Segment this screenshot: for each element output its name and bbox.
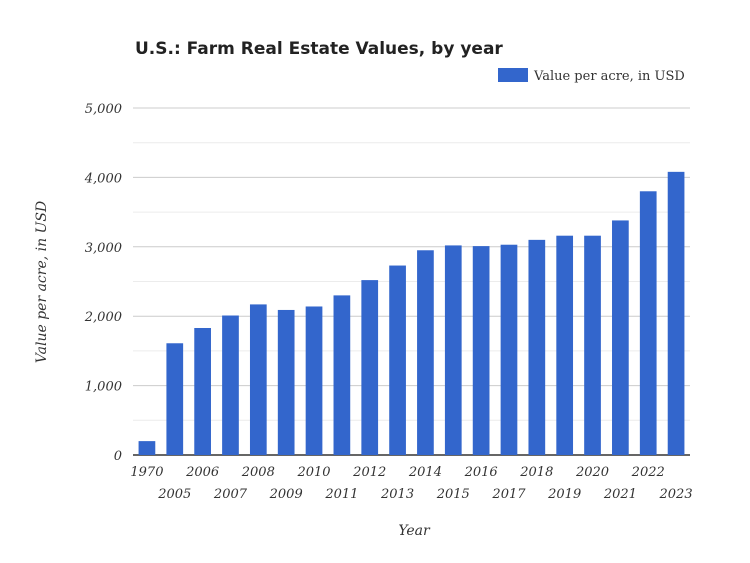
bar-1970[interactable]: [138, 441, 156, 455]
x-tick-label: 2013: [380, 487, 414, 502]
bar-2012[interactable]: [361, 280, 379, 455]
x-tick-label: 2010: [296, 465, 330, 480]
x-tick-label: 2022: [631, 465, 665, 480]
x-tick-label: 2005: [157, 487, 191, 502]
y-tick-label: 1,000: [85, 380, 122, 395]
bar-2017[interactable]: [500, 244, 518, 455]
x-tick-label: 2015: [436, 487, 470, 502]
x-axis-label: Year: [398, 523, 431, 539]
x-tick-label: 2006: [185, 465, 219, 480]
bar-2008[interactable]: [249, 304, 267, 455]
bar-2020[interactable]: [584, 235, 601, 455]
y-tick-label: 2,000: [84, 310, 122, 325]
x-tick-label: 2011: [324, 487, 358, 502]
bar-2010[interactable]: [305, 306, 323, 455]
bar-2023[interactable]: [667, 171, 685, 455]
x-tick-label: 2014: [408, 465, 442, 480]
bar-2022[interactable]: [639, 191, 657, 455]
x-tick-label: 2008: [241, 465, 275, 480]
legend-swatch: [498, 68, 528, 82]
x-tick-label: 2020: [575, 465, 609, 480]
legend-label[interactable]: Value per acre, in USD: [533, 69, 685, 84]
bar-2005[interactable]: [166, 343, 184, 455]
x-tick-label: 2016: [464, 465, 498, 480]
x-tick-label: 2021: [603, 487, 637, 502]
bar-2014[interactable]: [417, 250, 434, 455]
y-tick-label: 3,000: [85, 241, 122, 256]
bar-2007[interactable]: [222, 315, 239, 455]
y-tick-label: 0: [114, 449, 122, 464]
bar-2011[interactable]: [333, 295, 351, 455]
bar-2016[interactable]: [472, 246, 490, 455]
x-tick-label: 2019: [547, 487, 581, 502]
bar-2018[interactable]: [528, 239, 546, 455]
x-tick-label: 2009: [269, 487, 303, 502]
x-tick-label: 2017: [491, 487, 526, 502]
x-tick-label: 1970: [130, 465, 163, 480]
x-tick-label: 2018: [519, 465, 553, 480]
chart-title: U.S.: Farm Real Estate Values, by year: [135, 39, 503, 59]
bar-2015[interactable]: [444, 245, 462, 455]
y-tick-label: 5,000: [85, 102, 122, 117]
bar-2021[interactable]: [612, 220, 629, 455]
x-tick-label: 2023: [659, 487, 693, 502]
bar-2009[interactable]: [277, 309, 295, 455]
bar-2019[interactable]: [556, 235, 574, 455]
bar-2013[interactable]: [389, 265, 406, 455]
x-tick-label: 2007: [213, 487, 248, 502]
y-tick-label: 4,000: [84, 171, 122, 186]
bar-2006[interactable]: [194, 327, 211, 455]
y-axis-label: Value per acre, in USD: [34, 201, 50, 363]
x-tick-label: 2012: [352, 465, 386, 480]
